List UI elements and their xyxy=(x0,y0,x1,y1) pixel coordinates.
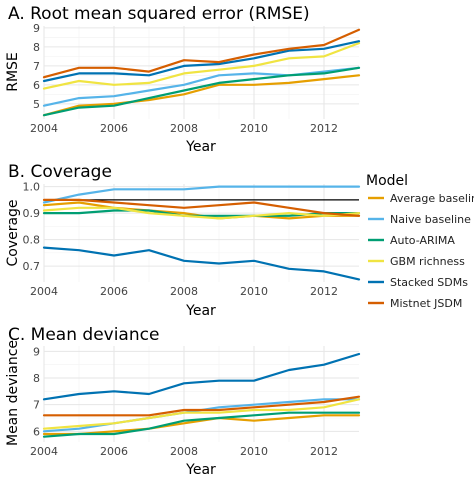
legend-label: Naive baseline xyxy=(390,213,471,226)
panel-mean-deviance: C. Mean deviance Mean deviance Year 6 7 8 9… xyxy=(5,325,361,478)
series-line-mistnet-jsdm xyxy=(42,198,361,217)
series-line-mistnet-jsdm xyxy=(42,395,361,417)
panel-title: B. Coverage xyxy=(8,162,112,182)
x-tick-label: 2004 xyxy=(30,122,58,135)
series-line-stacked-sdms xyxy=(42,40,361,83)
panel-title: A. Root mean squared error (RMSE) xyxy=(8,4,310,24)
x-tick-label: 2010 xyxy=(240,285,268,298)
x-tick-label: 2006 xyxy=(100,122,128,135)
legend-label: Stacked SDMs xyxy=(390,276,468,289)
y-axis-label: Mean deviance xyxy=(5,340,21,446)
y-tick-label: 5 xyxy=(33,98,40,111)
legend-label: Auto-ARIMA xyxy=(390,234,455,247)
x-axis-label: Year xyxy=(185,303,216,319)
y-tick-label: 6 xyxy=(33,425,40,438)
y-tick-label: 0.7 xyxy=(23,260,41,273)
plot-area: 5 6 7 8 9 2004 2006 2008 2010 2012 xyxy=(30,22,361,135)
x-tick-label: 2006 xyxy=(100,285,128,298)
y-tick-label: 6 xyxy=(33,79,40,92)
y-tick-label: 9 xyxy=(33,22,40,35)
series-line-stacked-sdms xyxy=(42,246,361,281)
plot-area: 0.7 0.8 0.9 1.0 2004 2006 2008 2010 2012 xyxy=(23,181,361,298)
legend: Model Average baseline Naive baseline Auto… xyxy=(366,173,474,310)
x-tick-label: 2010 xyxy=(240,122,268,135)
panel-rmse: A. Root mean squared error (RMSE) RMSE Y… xyxy=(5,4,361,155)
series-line-auto-arima xyxy=(42,411,361,438)
series-line-average-baseline xyxy=(42,414,361,436)
panel-coverage: B. Coverage Coverage Year 0.7 0.8 0.9 1.0 20… xyxy=(5,162,361,319)
y-tick-label: 7 xyxy=(33,399,40,412)
x-tick-label: 2004 xyxy=(30,445,58,458)
x-tick-label: 2010 xyxy=(240,445,268,458)
y-axis-label: RMSE xyxy=(5,52,21,92)
legend-label: Average baseline xyxy=(390,192,474,205)
series-line-average-baseline xyxy=(42,74,361,117)
panel-title: C. Mean deviance xyxy=(8,325,159,345)
x-tick-label: 2012 xyxy=(310,285,338,298)
x-axis-label: Year xyxy=(185,462,216,478)
series-line-auto-arima xyxy=(42,66,361,117)
y-tick-label: 1.0 xyxy=(23,181,41,194)
y-tick-label: 9 xyxy=(33,345,40,358)
plot-area: 6 7 8 9 2004 2006 2008 2010 2012 xyxy=(30,345,361,458)
legend-label: Mistnet JSDM xyxy=(390,297,462,310)
series-line-gbm-richness xyxy=(42,41,361,90)
legend-title: Model xyxy=(366,173,408,189)
x-axis-label: Year xyxy=(185,139,216,155)
y-tick-label: 0.9 xyxy=(23,207,41,220)
x-tick-label: 2008 xyxy=(170,445,198,458)
y-tick-label: 0.8 xyxy=(23,234,41,247)
series-line-naive-baseline xyxy=(42,185,361,204)
x-tick-label: 2008 xyxy=(170,122,198,135)
series-line-gbm-richness xyxy=(42,398,361,430)
series-line-stacked-sdms xyxy=(42,352,361,401)
legend-label: GBM richness xyxy=(390,255,465,268)
y-axis-label: Coverage xyxy=(5,199,21,266)
series-line-gbm-richness xyxy=(42,206,361,220)
x-tick-label: 2006 xyxy=(100,445,128,458)
y-tick-label: 8 xyxy=(33,41,40,54)
x-tick-label: 2012 xyxy=(310,445,338,458)
x-tick-label: 2004 xyxy=(30,285,58,298)
y-tick-label: 8 xyxy=(33,372,40,385)
x-tick-label: 2012 xyxy=(310,122,338,135)
series-line-mistnet-jsdm xyxy=(42,28,361,79)
x-tick-label: 2008 xyxy=(170,285,198,298)
y-tick-label: 7 xyxy=(33,60,40,73)
